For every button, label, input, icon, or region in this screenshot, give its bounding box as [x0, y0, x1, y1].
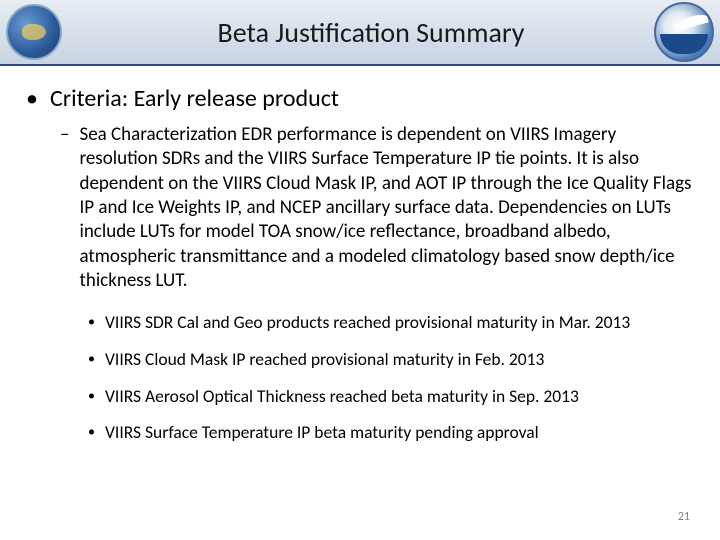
- logo-left-icon: [6, 4, 62, 60]
- bullet-level-3: • VIIRS SDR Cal and Geo products reached…: [88, 311, 694, 334]
- logo-right-icon: [654, 2, 714, 62]
- bullet-dot-icon: •: [26, 84, 38, 113]
- page-number: 21: [678, 510, 690, 524]
- bullet-level-1: • Criteria: Early release product: [26, 84, 694, 113]
- bullet-dot-icon: •: [88, 385, 95, 408]
- bullet-level-3: • VIIRS Cloud Mask IP reached provisiona…: [88, 348, 694, 371]
- bullet-level-3: • VIIRS Surface Temperature IP beta matu…: [88, 421, 694, 444]
- bullet-level-3: • VIIRS Aerosol Optical Thickness reache…: [88, 385, 694, 408]
- bullet-level-2: – Sea Characterization EDR performance i…: [60, 123, 694, 293]
- bullet-dash-icon: –: [60, 123, 69, 293]
- criteria-item: VIIRS Cloud Mask IP reached provisional …: [105, 348, 544, 371]
- bullet-dot-icon: •: [88, 348, 95, 371]
- slide-content: • Criteria: Early release product – Sea …: [0, 66, 720, 444]
- bullet-dot-icon: •: [88, 421, 95, 444]
- criteria-description: Sea Characterization EDR performance is …: [79, 123, 694, 293]
- criteria-item: VIIRS Aerosol Optical Thickness reached …: [105, 385, 579, 408]
- criteria-label: Criteria: Early release product: [50, 84, 339, 113]
- criteria-item: VIIRS SDR Cal and Geo products reached p…: [105, 311, 630, 334]
- bullet-dot-icon: •: [88, 311, 95, 334]
- slide-header: Beta Justification Summary: [0, 0, 720, 66]
- criteria-item: VIIRS Surface Temperature IP beta maturi…: [105, 421, 539, 444]
- slide-title: Beta Justification Summary: [62, 15, 720, 50]
